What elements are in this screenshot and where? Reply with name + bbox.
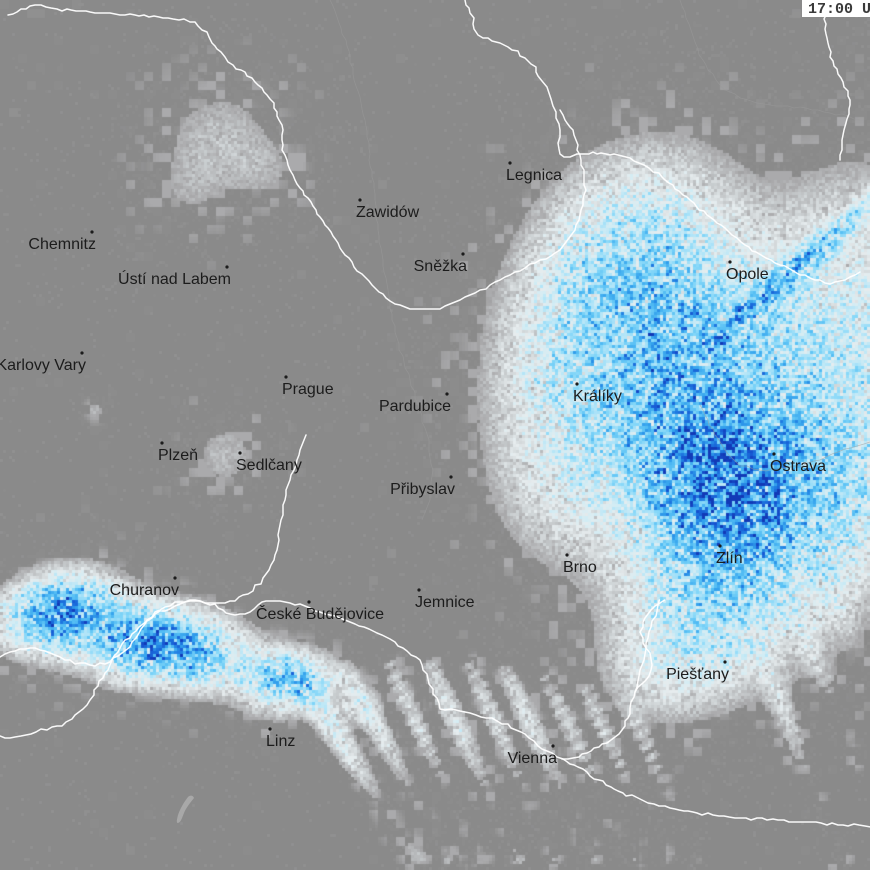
svg-text:Přibyslav: Přibyslav: [390, 481, 455, 498]
svg-text:Ostrava: Ostrava: [770, 458, 826, 475]
svg-text:Prague: Prague: [282, 381, 334, 398]
svg-text:Opole: Opole: [726, 266, 769, 283]
svg-text:Pardubice: Pardubice: [379, 398, 451, 415]
svg-text:Zawidów: Zawidów: [356, 204, 420, 221]
svg-text:Plzeň: Plzeň: [158, 447, 198, 464]
svg-text:České Budějovice: České Budějovice: [256, 604, 384, 623]
svg-text:Ústí nad Labem: Ústí nad Labem: [118, 269, 231, 288]
svg-text:Piešťany: Piešťany: [666, 666, 729, 683]
svg-text:Sedlčany: Sedlčany: [236, 457, 302, 474]
svg-text:Vienna: Vienna: [507, 750, 557, 767]
svg-text:Chemnitz: Chemnitz: [28, 236, 96, 253]
svg-text:Karlovy Vary: Karlovy Vary: [0, 357, 86, 374]
svg-text:Zlín: Zlín: [716, 550, 743, 567]
svg-text:Jemnice: Jemnice: [415, 594, 475, 611]
svg-text:17:00 UTC: 17:00 UTC: [808, 1, 870, 18]
svg-text:Linz: Linz: [266, 733, 295, 750]
svg-text:Brno: Brno: [563, 559, 597, 576]
svg-text:Legnica: Legnica: [506, 167, 562, 184]
svg-text:Churanov: Churanov: [110, 582, 179, 599]
svg-text:Králíky: Králíky: [573, 388, 622, 405]
svg-text:Sněžka: Sněžka: [414, 258, 467, 275]
